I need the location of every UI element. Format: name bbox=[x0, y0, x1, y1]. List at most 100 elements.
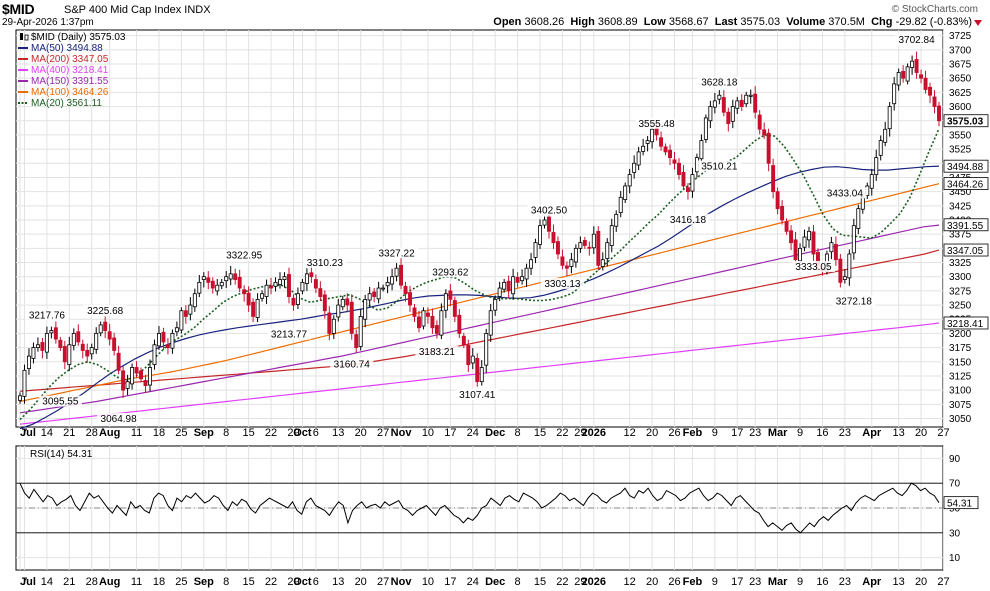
candle-body bbox=[762, 129, 767, 136]
candle-body bbox=[605, 242, 610, 259]
x-tick-label: 15 bbox=[534, 427, 546, 439]
x-tick-label: 27 bbox=[937, 576, 949, 588]
candle-body bbox=[381, 287, 386, 290]
x-tick-label: Nov bbox=[391, 576, 413, 588]
candle-body bbox=[210, 280, 215, 289]
candle-body bbox=[242, 289, 247, 295]
candle-body bbox=[838, 258, 843, 283]
x-tick-label: 21 bbox=[63, 427, 75, 439]
candle-body bbox=[313, 279, 318, 289]
candle-body bbox=[67, 344, 72, 366]
candle-body bbox=[295, 293, 300, 305]
price-annotation: 3416.18 bbox=[670, 215, 707, 226]
candle-body bbox=[524, 267, 529, 280]
candle-body bbox=[452, 300, 457, 317]
candle-body bbox=[932, 96, 937, 107]
ma150-line bbox=[19, 224, 940, 414]
candle-body bbox=[165, 344, 170, 348]
price-tick-label: 3125 bbox=[949, 371, 972, 382]
candle-body bbox=[237, 276, 242, 289]
x-tick-label: 22 bbox=[556, 427, 568, 439]
right-value-label: 3494.88 bbox=[947, 162, 984, 173]
x-tick-label: 27 bbox=[937, 427, 949, 439]
x-tick-label: Apr bbox=[862, 427, 882, 439]
legend-label: MA(20) 3561.11 bbox=[31, 98, 102, 109]
x-tick-label: 25 bbox=[175, 427, 187, 439]
candle-body bbox=[89, 347, 94, 355]
price-annotation: 3333.05 bbox=[795, 262, 832, 273]
candle-body bbox=[493, 298, 498, 311]
last-value: 3575.03 bbox=[740, 16, 781, 28]
right-value-box bbox=[943, 114, 989, 128]
candle-body bbox=[219, 281, 224, 287]
price-tick-label: 3550 bbox=[949, 130, 972, 141]
price-annotation: 3510.21 bbox=[701, 161, 738, 172]
candle-body bbox=[31, 347, 36, 359]
open-value: 3608.26 bbox=[524, 16, 565, 28]
x-tick-label: Aug bbox=[99, 576, 120, 588]
right-value-label: 3218.41 bbox=[947, 319, 984, 330]
price-annotation: 3293.62 bbox=[432, 267, 469, 278]
candle-body bbox=[206, 277, 211, 283]
candle-body bbox=[148, 367, 152, 386]
price-tick-label: 3675 bbox=[949, 60, 972, 71]
candle-body bbox=[121, 370, 126, 391]
price-tick-label: 3200 bbox=[949, 329, 972, 340]
candle-body bbox=[367, 293, 372, 301]
candle-body bbox=[600, 259, 605, 267]
candle-body bbox=[919, 74, 924, 79]
candle-body bbox=[807, 230, 811, 241]
price-annotation-bg bbox=[894, 34, 939, 46]
candle-body bbox=[874, 157, 879, 176]
candle-body bbox=[394, 267, 399, 277]
candle-body bbox=[457, 314, 462, 334]
price-annotation-bg bbox=[428, 266, 472, 278]
price-tick-label: 3175 bbox=[949, 343, 972, 354]
x-tick-label: 18 bbox=[153, 576, 165, 588]
candle-body bbox=[515, 276, 520, 283]
chart-header: $MID S&P 400 Mid Cap Index INDX 29-Apr-2… bbox=[0, 0, 990, 28]
x-tick-label: 17 bbox=[731, 576, 743, 588]
legend-label: MA(100) 3464.26 bbox=[31, 87, 109, 98]
candle-body bbox=[260, 293, 265, 299]
candle-body bbox=[49, 330, 54, 334]
brand-watermark: © StockCharts.com bbox=[891, 4, 978, 15]
candle-body bbox=[183, 310, 188, 317]
x-tick-label: 26 bbox=[668, 427, 680, 439]
candle-body bbox=[645, 140, 650, 144]
candle-body bbox=[699, 140, 704, 160]
price-annotation-bg bbox=[38, 395, 82, 407]
x-tick-label: 20 bbox=[646, 427, 658, 439]
candle-body bbox=[672, 159, 677, 164]
candle-body bbox=[170, 333, 175, 349]
x-tick-label: 8 bbox=[515, 427, 521, 439]
candle-body bbox=[502, 281, 507, 290]
index-name: S&P 400 Mid Cap Index INDX bbox=[64, 4, 211, 16]
candle-body bbox=[726, 111, 731, 124]
candle-body bbox=[677, 162, 681, 176]
x-tick-label: 20 bbox=[646, 576, 658, 588]
candle-body bbox=[905, 66, 910, 82]
candle-body bbox=[712, 100, 717, 108]
x-tick-label: Apr bbox=[862, 576, 882, 588]
price-annotation-bg bbox=[527, 204, 571, 216]
candle-body bbox=[443, 293, 448, 311]
candle-body bbox=[529, 259, 534, 269]
price-tick-label: 3700 bbox=[949, 45, 972, 56]
x-tick-label: 13 bbox=[332, 576, 344, 588]
candle-body bbox=[869, 174, 874, 189]
candle-body bbox=[842, 276, 847, 280]
price-tick-label: 3300 bbox=[949, 272, 972, 283]
candle-body bbox=[125, 381, 130, 389]
candle-body bbox=[26, 355, 31, 369]
price-annotation-bg bbox=[97, 412, 141, 424]
x-tick-label: 18 bbox=[153, 427, 165, 439]
candle-body bbox=[538, 225, 542, 245]
high-value: 3608.89 bbox=[597, 16, 638, 28]
quote-stats: Open 3608.26 High 3608.89 Low 3568.67 La… bbox=[493, 16, 972, 28]
candles bbox=[18, 51, 941, 404]
price-panel bbox=[15, 29, 944, 428]
candle-body bbox=[784, 221, 789, 232]
candle-body bbox=[18, 395, 22, 401]
candle-body bbox=[901, 71, 906, 79]
